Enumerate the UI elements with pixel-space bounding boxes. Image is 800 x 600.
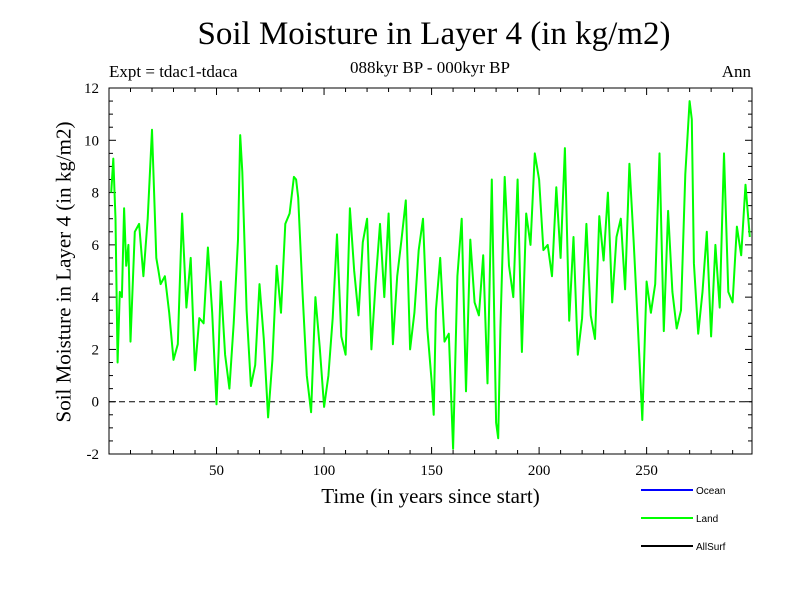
x-tick-label: 150 bbox=[420, 463, 443, 479]
season-label: Ann bbox=[721, 62, 751, 81]
x-tick-label: 200 bbox=[528, 463, 551, 479]
legend-label-ocean: Ocean bbox=[696, 486, 725, 497]
x-tick-label: 250 bbox=[635, 463, 658, 479]
y-tick-label: -2 bbox=[87, 447, 100, 463]
y-tick-label: 0 bbox=[92, 395, 100, 411]
y-tick-label: 8 bbox=[92, 186, 100, 202]
legend-label-allsurf: AllSurf bbox=[696, 542, 726, 553]
experiment-label: Expt = tdac1-tdaca bbox=[109, 62, 238, 81]
x-tick-label: 50 bbox=[209, 463, 224, 479]
y-tick-label: 10 bbox=[84, 133, 99, 149]
y-tick-label: 12 bbox=[84, 81, 99, 97]
legend-label-land: Land bbox=[696, 514, 718, 525]
y-tick-label: 2 bbox=[92, 342, 100, 358]
chart-subtitle: 088kyr BP - 000kyr BP bbox=[350, 58, 510, 77]
series-line-land bbox=[110, 100, 751, 450]
x-tick-label: 100 bbox=[313, 463, 336, 479]
chart-title: Soil Moisture in Layer 4 (in kg/m2) bbox=[197, 16, 671, 52]
y-tick-label: 6 bbox=[92, 238, 100, 254]
y-tick-label: 4 bbox=[92, 290, 100, 306]
x-axis-label: Time (in years since start) bbox=[321, 484, 540, 508]
